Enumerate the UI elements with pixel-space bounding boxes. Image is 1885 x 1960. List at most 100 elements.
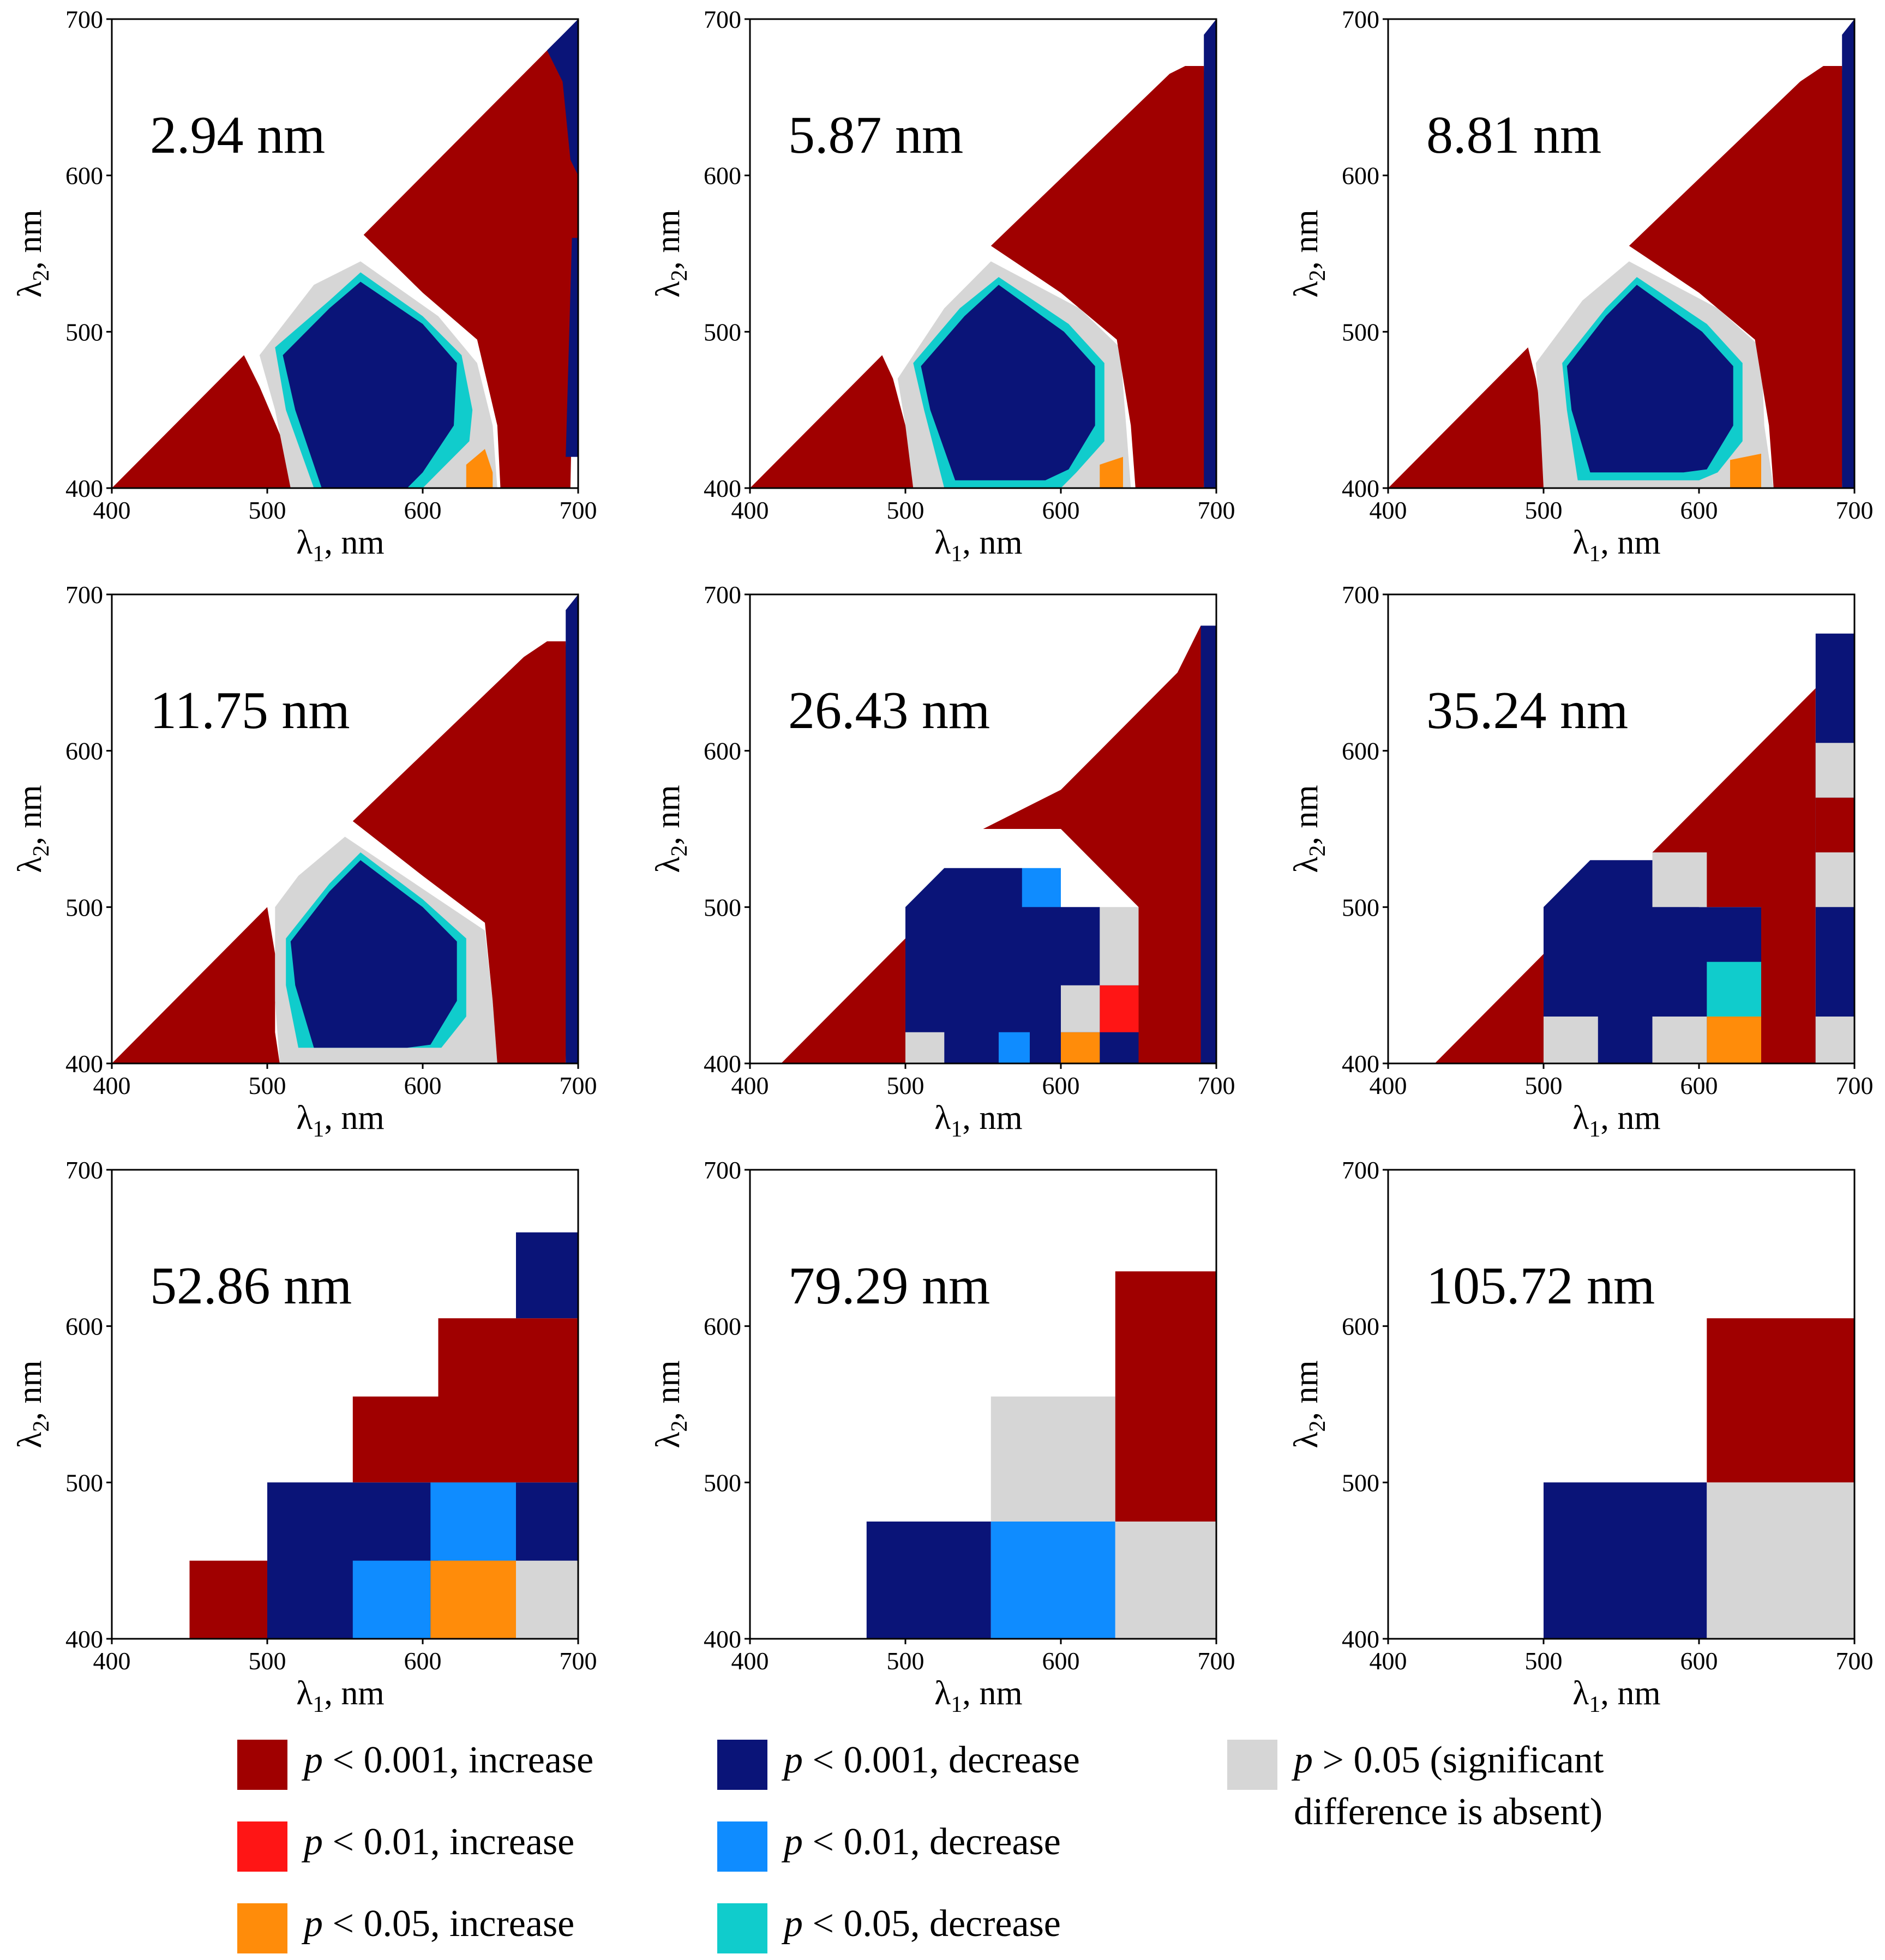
heatmap-region-dec001 [921,285,1095,480]
heatmap-region-dec001 [516,1232,578,1319]
heatmap-region-dec001 [547,19,578,176]
y-axis-label: λ2, nm [1288,209,1330,297]
x-tick-label: 400 [1370,1647,1407,1675]
heatmap-region-dec01 [990,1522,1115,1639]
legend-label: p < 0.001, increase [301,1739,593,1781]
panel-title: 52.86 nm [150,1256,352,1315]
panel-title: 2.94 nm [150,106,325,165]
y-axis-label: λ2, nm [11,1360,54,1448]
x-axis-label: λ1, nm [1572,524,1660,567]
y-tick-label: 400 [704,474,741,502]
x-tick-label: 500 [249,496,286,524]
heatmap-region-ns [1115,1522,1216,1639]
heatmap-region-dec05 [1707,961,1761,1017]
heatmap-region-inc05 [1730,453,1761,488]
y-tick-label: 600 [65,162,103,190]
heatmap-region-inc001 [990,66,1207,488]
heatmap-cells [1388,19,1854,488]
heatmap-region-inc001 [112,355,298,488]
heatmap-region-dec01 [1022,868,1061,907]
x-tick-label: 700 [560,1072,597,1099]
heatmap-panel: 400 500 600 700 400 500 600 700 λ1, nm λ2, nm 11.7… [11,581,597,1142]
y-axis-label: λ2, nm [11,785,54,873]
heatmap-region-ns [1815,743,1854,798]
heatmap-region-inc001 [750,355,921,488]
heatmap-region-inc001 [1629,66,1845,488]
heatmap-region-inc05 [466,449,493,488]
legend-entry-dec01: p < 0.01, decrease [717,1821,1061,1872]
x-tick-label: 400 [731,496,769,524]
heatmap-region-inc001 [112,907,280,1063]
heatmap-region-dec001 [1544,1482,1707,1639]
x-axis-label: λ1, nm [934,524,1022,567]
heatmap-region-ns [1815,852,1854,907]
heatmap-region-inc001 [352,641,569,1063]
y-tick-label: 400 [65,474,103,502]
heatmap-region-dec001 [1842,19,1854,488]
heatmap-region-inc001 [983,626,1201,1063]
heatmap-region-dec001 [566,238,578,457]
heatmap-region-ns [1544,1017,1598,1063]
x-tick-label: 700 [560,496,597,524]
legend-label: p < 0.05, decrease [781,1903,1061,1945]
panel-title: 79.29 nm [788,1256,990,1315]
legend-label: p < 0.01, decrease [781,1821,1061,1863]
heatmap-region-dec001 [566,594,578,1063]
heatmap-region-ns [1707,1482,1854,1639]
heatmap-region-dec001 [1204,19,1216,488]
x-tick-label: 500 [249,1072,286,1099]
panel-title: 11.75 nm [150,681,350,740]
y-tick-label: 500 [1342,318,1379,346]
legend-label: p < 0.001, decrease [781,1739,1080,1781]
y-tick-label: 500 [1342,893,1379,921]
heatmap-panel: 400 500 600 700 400 500 600 700 λ1, nm λ2, nm 52.8… [11,1156,597,1717]
x-tick-label: 700 [1836,1647,1874,1675]
heatmap-cells [1544,1318,1854,1639]
panel-title: 5.87 nm [788,106,963,165]
heatmap-region-ns [1652,1017,1707,1063]
legend: p < 0.001, increase p < 0.01, increase p <… [237,1739,1604,1953]
heatmap-region-inc05 [430,1560,516,1639]
y-tick-label: 400 [1342,1625,1379,1653]
plot-frame [1387,1169,1856,1640]
legend-entry-inc05: p < 0.05, increase [237,1903,574,1953]
heatmap-region-inc05 [1707,1017,1761,1063]
heatmap-region-dec001 [290,860,457,1048]
x-axis-label: λ1, nm [296,1099,384,1142]
plot-frame [111,593,579,1065]
heatmap-region-ns [905,1032,945,1063]
y-tick-label: 700 [1342,581,1379,609]
y-tick-label: 700 [704,1156,741,1184]
x-tick-label: 500 [1525,1647,1563,1675]
y-tick-label: 400 [704,1050,741,1078]
heatmap-region-inc001 [438,1318,578,1483]
panel-title: 35.24 nm [1426,681,1628,740]
y-tick-label: 700 [65,581,103,609]
legend-entry-dec05: p < 0.05, decrease [717,1903,1061,1953]
panel-grid: 400 500 600 700 400 500 600 700 λ1, nm λ2, nm 2.94… [11,5,1874,1717]
y-tick-label: 400 [65,1050,103,1078]
heatmap-cells [112,19,578,488]
plot-frame [111,1169,579,1640]
heatmap-region-inc05 [1061,1032,1100,1063]
heatmap-cells [781,626,1216,1063]
heatmap-region-dec01 [352,1560,431,1639]
y-axis-label: λ2, nm [650,1360,692,1448]
x-tick-label: 600 [1680,1072,1718,1099]
y-axis-label: λ2, nm [650,209,692,297]
heatmap-cells [189,1232,578,1639]
y-tick-label: 700 [1342,5,1379,33]
y-axis-label: λ2, nm [650,785,692,873]
y-tick-label: 600 [1342,162,1379,190]
heatmap-region-dec001 [283,281,457,488]
legend-entry-inc001: p < 0.001, increase [237,1739,593,1790]
heatmap-region-inc001 [1707,1318,1854,1483]
heatmap-panel: 400 500 600 700 400 500 600 700 λ1, nm λ2, nm 35.2… [1288,581,1874,1142]
legend-label-continued: difference is absent) [1294,1791,1602,1833]
y-tick-label: 700 [65,5,103,33]
x-tick-label: 700 [1198,1647,1235,1675]
x-tick-label: 400 [731,1072,769,1099]
x-tick-label: 600 [1042,1072,1080,1099]
plot-frame [1387,18,1856,489]
